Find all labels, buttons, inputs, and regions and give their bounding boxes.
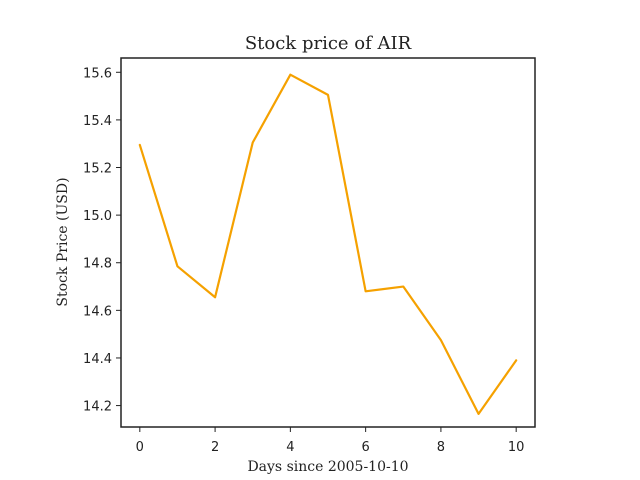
y-tick-label: 14.4 (83, 352, 112, 367)
x-axis-label: Days since 2005-10-10 (247, 459, 408, 475)
y-axis-label: Stock Price (USD) (55, 177, 71, 306)
y-tick-label: 14.2 (83, 400, 112, 415)
y-tick-label: 15.2 (83, 162, 112, 177)
y-tick-label: 14.8 (83, 257, 112, 272)
x-tick-label: 10 (508, 440, 525, 455)
x-axis-ticks: 0 2 4 6 8 10 (136, 427, 525, 455)
x-tick-label: 0 (136, 440, 144, 455)
y-tick-label: 15.0 (83, 209, 112, 224)
series-layer (138, 73, 518, 416)
plot-area-frame (120, 57, 536, 428)
y-tick-label: 15.4 (83, 114, 112, 129)
y-axis-ticks: 14.2 14.4 14.6 14.8 15.0 15.2 15.4 15.6 (83, 66, 121, 415)
chart-title: Stock price of AIR (245, 33, 412, 54)
x-tick-label: 4 (286, 440, 294, 455)
x-tick-label: 2 (211, 440, 219, 455)
x-tick-label: 8 (437, 440, 445, 455)
y-tick-label: 15.6 (83, 66, 112, 81)
x-tick-label: 6 (361, 440, 369, 455)
series-line (138, 73, 518, 416)
y-tick-label: 14.6 (83, 304, 112, 319)
